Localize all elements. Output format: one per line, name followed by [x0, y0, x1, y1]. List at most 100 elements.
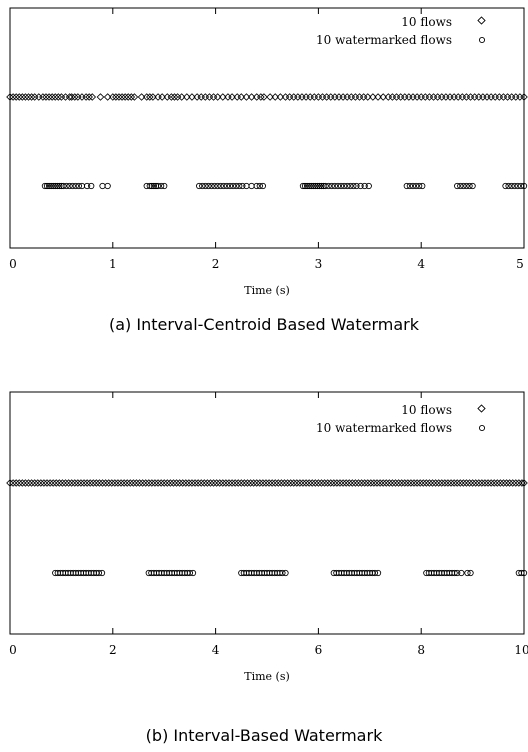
flow-point-diamond [222, 479, 230, 487]
flow-point-diamond [61, 479, 70, 487]
watermarked-point-circle [299, 182, 307, 190]
flow-point-diamond [65, 93, 74, 101]
flow-point-diamond [429, 93, 438, 101]
flow-point-diamond [80, 479, 88, 487]
chart-a-legend-label-watermarked: 10 watermarked flows [316, 33, 452, 47]
flow-point-diamond [397, 479, 406, 487]
flow-point-diamond [54, 93, 63, 101]
flow-point-diamond [225, 479, 233, 487]
flow-point-diamond [367, 479, 375, 487]
flow-point-diamond [314, 93, 323, 101]
flow-point-diamond [342, 479, 350, 487]
flow-point-diamond [370, 479, 378, 487]
flow-point-diamond [82, 93, 90, 101]
flow-point-diamond [103, 93, 112, 101]
watermarked-point-circle [469, 182, 476, 190]
watermarked-point-circle [303, 182, 311, 190]
watermarked-point-circle [154, 182, 162, 190]
flow-point-diamond [274, 479, 283, 487]
flow-point-diamond [61, 93, 70, 101]
watermarked-point-circle [60, 182, 67, 190]
watermarked-point-circle [337, 182, 345, 190]
flow-point-diamond [126, 479, 135, 487]
flow-point-diamond [417, 93, 426, 101]
flow-point-diamond [323, 479, 332, 487]
flow-point-diamond [333, 479, 341, 487]
flow-point-diamond [493, 479, 502, 487]
flow-point-diamond [172, 479, 181, 487]
watermarked-point-circle [56, 182, 63, 190]
flow-point-diamond [123, 479, 131, 487]
chart-b-legend: 10 flows 10 watermarked flows [316, 403, 486, 435]
watermarked-point-circle [409, 182, 417, 190]
flow-point-diamond [369, 93, 377, 101]
flow-point-diamond [385, 479, 394, 487]
chart-a-lower-points [41, 182, 528, 190]
flow-point-diamond [302, 93, 310, 101]
watermarked-point-circle [52, 182, 59, 190]
watermarked-point-circle [505, 182, 512, 190]
flow-point-diamond [289, 479, 298, 487]
flow-point-diamond [413, 93, 421, 101]
flow-point-diamond [107, 479, 116, 487]
chart-a-legend: 10 flows 10 watermarked flows [316, 15, 486, 47]
flow-point-diamond [115, 93, 123, 101]
watermarked-point-circle [220, 182, 227, 190]
flow-point-diamond [466, 93, 475, 101]
watermarked-point-circle [314, 182, 321, 190]
flow-point-diamond [363, 479, 372, 487]
flow-point-diamond [127, 93, 136, 101]
flow-point-diamond [42, 93, 50, 101]
watermarked-point-circle [312, 182, 319, 190]
flow-point-diamond [481, 479, 489, 487]
chart-a-legend-label-flows: 10 flows [401, 15, 452, 29]
flow-point-diamond [283, 479, 292, 487]
flow-point-diamond [511, 93, 520, 101]
watermarked-point-circle [282, 569, 289, 577]
flow-point-diamond [160, 479, 169, 487]
flow-point-diamond [95, 479, 104, 487]
flow-point-diamond [67, 479, 76, 487]
watermarked-point-circle [457, 182, 464, 190]
flow-point-diamond [508, 479, 517, 487]
flow-point-diamond [209, 479, 218, 487]
flow-point-diamond [354, 479, 363, 487]
watermarked-point-circle [322, 182, 329, 190]
watermarked-point-circle [340, 182, 348, 190]
flow-point-diamond [15, 93, 24, 101]
flow-point-diamond [479, 93, 487, 101]
watermarked-point-circle [223, 182, 231, 190]
flow-point-diamond [462, 93, 471, 101]
flow-point-diamond [49, 479, 57, 487]
watermarked-point-circle [301, 182, 309, 190]
flow-point-diamond [48, 93, 56, 101]
watermarked-point-circle [412, 182, 420, 190]
watermarked-point-circle [508, 182, 515, 190]
chart-b-x-tick-label: 2 [109, 643, 117, 657]
flow-point-diamond [206, 479, 215, 487]
flow-point-diamond [252, 479, 261, 487]
flow-point-diamond [12, 479, 20, 487]
flow-point-diamond [9, 479, 17, 487]
watermarked-point-circle [308, 182, 315, 190]
flow-point-diamond [502, 479, 511, 487]
watermarked-point-circle [454, 182, 461, 190]
flow-point-diamond [260, 93, 268, 101]
flow-point-diamond [450, 479, 458, 487]
flow-point-diamond [515, 479, 523, 487]
chart-a-upper-points [6, 93, 528, 101]
chart-a-x-axis-label: Time (s) [244, 284, 290, 297]
watermarked-point-circle [256, 182, 263, 190]
flow-point-diamond [499, 479, 508, 487]
flow-point-diamond [339, 479, 347, 487]
watermarked-point-circle [419, 182, 426, 190]
flow-point-diamond [209, 93, 218, 101]
watermarked-point-circle [88, 182, 95, 190]
watermarked-point-circle [347, 182, 354, 190]
flow-point-diamond [428, 479, 437, 487]
watermarked-point-circle [451, 569, 458, 577]
flow-point-diamond [142, 93, 151, 101]
flow-point-diamond [129, 479, 138, 487]
flow-point-diamond [311, 479, 320, 487]
chart-a-x-tick-label: 5 [516, 257, 524, 271]
